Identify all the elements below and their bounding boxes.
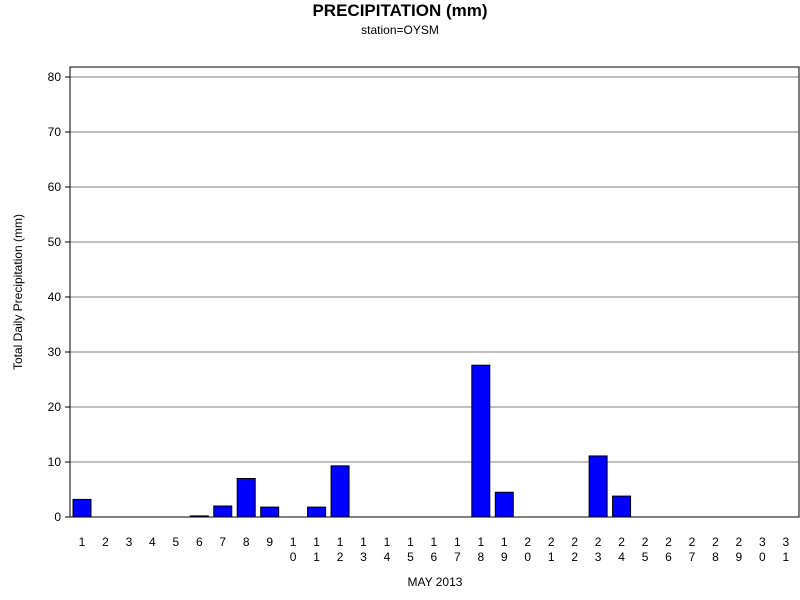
y-axis-ticks: 0 10 20 30 40 50 60 70 80 (48, 70, 70, 524)
plot-frame (69, 66, 800, 518)
y-tick-label: 20 (48, 400, 62, 414)
y-tick-label: 50 (48, 235, 62, 249)
x-tick-label: 2 (618, 535, 625, 549)
x-axis-ticks: 1 2 3 4 5 6 7 8 9 1011121314151617181920212223242… (79, 535, 790, 564)
x-tick-label: 3 (759, 535, 766, 549)
x-tick-label: 1 (407, 535, 414, 549)
x-tick-label: 1 (313, 550, 320, 564)
bar-day-24 (612, 495, 632, 518)
bar-day-9 (260, 506, 280, 518)
x-tick-label: 1 (337, 535, 344, 549)
x-tick-label: 1 (454, 535, 461, 549)
x-tick-label: 7 (219, 535, 226, 549)
y-tick-label: 30 (48, 345, 62, 359)
x-tick-label: 8 (712, 550, 719, 564)
x-tick-label: 3 (782, 535, 789, 549)
bar-day-12 (330, 465, 350, 518)
bar-day-11 (307, 506, 327, 518)
x-tick-label: 2 (689, 535, 696, 549)
x-tick-label: 3 (126, 535, 133, 549)
x-tick-label: 9 (266, 535, 273, 549)
y-tick-label: 0 (54, 510, 61, 524)
x-tick-label: 4 (384, 550, 391, 564)
x-tick-label: 4 (618, 550, 625, 564)
x-tick-label: 2 (665, 535, 672, 549)
x-tick-label: 9 (501, 550, 508, 564)
x-tick-label: 5 (172, 535, 179, 549)
x-tick-label: 1 (360, 535, 367, 549)
x-tick-label: 6 (196, 535, 203, 549)
x-tick-label: 2 (736, 535, 743, 549)
y-axis-title: Total Daily Precipitation (mm) (11, 214, 25, 370)
bars (72, 364, 632, 518)
x-tick-label: 0 (524, 550, 531, 564)
bar-day-23 (588, 455, 608, 518)
x-tick-label: 3 (595, 550, 602, 564)
bar-day-1 (72, 498, 92, 518)
y-tick-label: 60 (48, 180, 62, 194)
x-tick-label: 2 (571, 535, 578, 549)
y-tick-label: 10 (48, 455, 62, 469)
x-tick-label: 8 (477, 550, 484, 564)
x-tick-label: 1 (431, 535, 438, 549)
chart-title: PRECIPITATION (mm) (312, 1, 488, 20)
x-tick-label: 1 (477, 535, 484, 549)
x-tick-label: 7 (689, 550, 696, 564)
x-tick-label: 2 (595, 535, 602, 549)
x-tick-label: 6 (665, 550, 672, 564)
x-tick-label: 1 (290, 535, 297, 549)
x-tick-label: 0 (290, 550, 297, 564)
x-tick-label: 9 (736, 550, 743, 564)
x-tick-label: 2 (712, 535, 719, 549)
chart-subtitle: station=OYSM (361, 23, 439, 37)
x-tick-label: 5 (407, 550, 414, 564)
bar-day-8 (236, 478, 256, 518)
x-tick-label: 4 (149, 535, 156, 549)
x-axis-title: MAY 2013 (408, 575, 463, 589)
x-tick-label: 2 (548, 535, 555, 549)
x-tick-label: 2 (337, 550, 344, 564)
x-tick-label: 0 (759, 550, 766, 564)
x-tick-label: 1 (782, 550, 789, 564)
x-tick-label: 1 (501, 535, 508, 549)
bar-day-18 (471, 364, 491, 518)
x-tick-label: 2 (524, 535, 531, 549)
x-tick-label: 3 (360, 550, 367, 564)
grid-lines (70, 76, 799, 463)
bar-day-7 (213, 505, 233, 518)
y-tick-label: 40 (48, 290, 62, 304)
x-tick-label: 7 (454, 550, 461, 564)
bar-day-19 (494, 491, 514, 518)
x-tick-label: 1 (548, 550, 555, 564)
x-tick-label: 2 (571, 550, 578, 564)
x-tick-label: 8 (243, 535, 250, 549)
y-tick-label: 80 (48, 70, 62, 84)
x-tick-label: 1 (384, 535, 391, 549)
x-tick-label: 1 (79, 535, 86, 549)
x-tick-label: 5 (642, 550, 649, 564)
x-tick-label: 1 (313, 535, 320, 549)
x-tick-label: 6 (431, 550, 438, 564)
x-tick-label: 2 (642, 535, 649, 549)
y-tick-label: 70 (48, 125, 62, 139)
x-tick-label: 2 (102, 535, 109, 549)
